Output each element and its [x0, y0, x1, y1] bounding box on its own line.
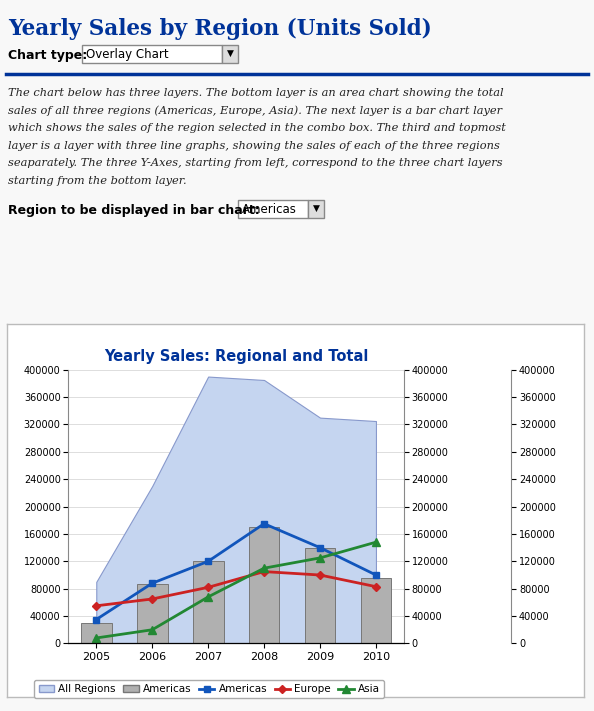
Text: The chart below has three layers. The bottom layer is an area chart showing the : The chart below has three layers. The bo… [8, 88, 504, 98]
FancyBboxPatch shape [82, 45, 222, 63]
Text: which shows the sales of the region selected in the combo box. The third and top: which shows the sales of the region sele… [8, 123, 506, 133]
Text: ▼: ▼ [312, 204, 320, 213]
Bar [249, 527, 279, 643]
Text: Chart type:: Chart type: [8, 49, 87, 62]
FancyBboxPatch shape [308, 201, 324, 218]
Bar [361, 579, 391, 643]
Legend: All Regions, Americas, Americas, Europe, Asia: All Regions, Americas, Americas, Europe,… [34, 680, 384, 698]
Bar [193, 562, 223, 643]
Text: starting from the bottom layer.: starting from the bottom layer. [8, 176, 187, 186]
Bar [305, 547, 336, 643]
Text: sales of all three regions (Americas, Europe, Asia). The next layer is a bar cha: sales of all three regions (Americas, Eu… [8, 106, 502, 116]
Bar [81, 623, 112, 643]
Title: Yearly Sales: Regional and Total: Yearly Sales: Regional and Total [104, 349, 368, 364]
FancyBboxPatch shape [222, 45, 238, 63]
Text: ▼: ▼ [226, 49, 233, 58]
Text: seaparately. The three Y-Axes, starting from left, correspond to the three chart: seaparately. The three Y-Axes, starting … [8, 158, 503, 169]
FancyBboxPatch shape [238, 201, 308, 218]
Text: Overlay Chart: Overlay Chart [86, 48, 169, 61]
Text: Region to be displayed in bar chart:: Region to be displayed in bar chart: [8, 204, 260, 218]
Text: Yearly Sales by Region (Units Sold): Yearly Sales by Region (Units Sold) [8, 18, 432, 40]
Bar [137, 584, 168, 643]
Text: layer is a layer with three line graphs, showing the sales of each of the three : layer is a layer with three line graphs,… [8, 141, 500, 151]
Text: Americas: Americas [242, 203, 297, 216]
